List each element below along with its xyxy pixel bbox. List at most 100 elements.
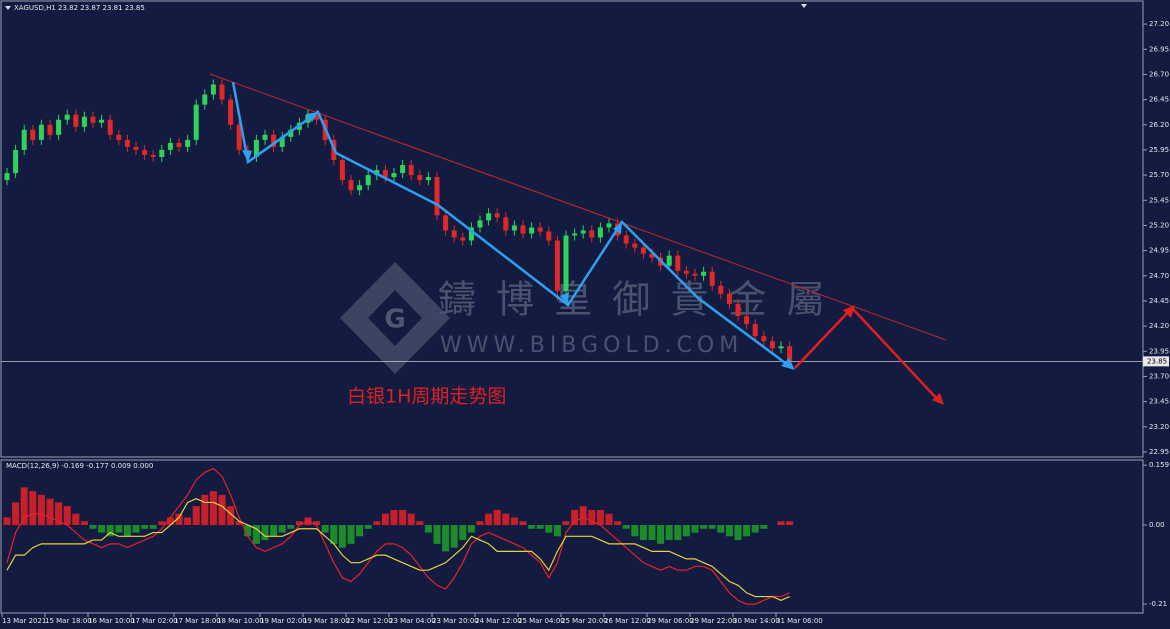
- histogram-bar: [665, 525, 673, 541]
- menu-icon: [5, 6, 11, 10]
- main-frame: [0, 0, 1144, 458]
- x-tick-label: 13 Mar 2021: [2, 617, 46, 625]
- bid-label: 23.85: [1147, 357, 1167, 365]
- x-tick-label: 25 Mar 04:00: [518, 617, 565, 625]
- histogram-bar: [373, 521, 381, 526]
- candle-body: [4, 173, 10, 181]
- candle-body: [589, 230, 595, 238]
- candle-body: [150, 154, 156, 157]
- histogram-bar: [459, 525, 467, 541]
- candle-body: [116, 134, 122, 140]
- histogram-bar: [622, 525, 630, 529]
- histogram-bar: [588, 509, 596, 526]
- histogram-bar: [571, 509, 579, 526]
- candle-body: [580, 230, 586, 234]
- candle-body: [47, 124, 53, 135]
- histogram-bar: [416, 521, 424, 526]
- candle-body: [339, 159, 345, 181]
- histogram-bar: [338, 525, 346, 548]
- histogram-bar: [536, 525, 544, 529]
- histogram-bar: [3, 517, 11, 526]
- candle-body: [107, 119, 113, 135]
- histogram-bar: [691, 525, 699, 533]
- histogram-bar: [674, 525, 682, 541]
- histogram-bar: [605, 513, 613, 526]
- y-tick-label: 24.70: [1149, 272, 1169, 280]
- histogram-bar: [751, 525, 759, 533]
- histogram-bar: [596, 509, 604, 526]
- arrow-head: [781, 358, 795, 370]
- histogram-bar: [390, 509, 398, 526]
- x-tick-label: 22 Mar 12:00: [346, 617, 393, 625]
- trend-line: [209, 73, 947, 341]
- candle-body: [288, 129, 294, 137]
- candle-body: [761, 336, 767, 342]
- candle-body: [30, 129, 36, 140]
- x-tick-label: 19 Mar 18:00: [303, 617, 350, 625]
- candle-body: [228, 99, 234, 125]
- histogram-bar: [184, 517, 192, 526]
- histogram-bar: [261, 525, 269, 541]
- y-tick-label: 24.20: [1149, 322, 1169, 330]
- histogram-bar: [614, 521, 622, 526]
- candle-body: [210, 84, 216, 95]
- histogram-bar: [450, 525, 458, 548]
- histogram-bar: [442, 525, 450, 552]
- histogram-bar: [115, 525, 123, 533]
- candle-body: [90, 116, 96, 123]
- x-tick-label: 16 Mar 10:00: [88, 617, 135, 625]
- histogram-bar: [192, 506, 200, 526]
- x-tick-label: 31 Mar 06:00: [776, 617, 823, 625]
- histogram-bar: [485, 513, 493, 526]
- x-tick-label: 29 Mar 06:00: [647, 617, 694, 625]
- histogram-bar: [356, 525, 364, 537]
- histogram-bar: [278, 525, 286, 533]
- histogram-bar: [347, 525, 355, 544]
- histogram-bar: [725, 525, 733, 537]
- histogram-bar: [639, 525, 647, 541]
- histogram-bar: [313, 521, 321, 526]
- histogram-bar: [295, 521, 303, 526]
- histogram-bar: [106, 525, 114, 537]
- candle-body: [649, 253, 655, 258]
- candle-body: [279, 136, 285, 147]
- candle-body: [683, 270, 689, 274]
- histogram-bar: [175, 513, 183, 526]
- y-tick-label: -0.21: [1149, 600, 1167, 608]
- candle-body: [365, 175, 371, 186]
- histogram-bar: [734, 525, 742, 541]
- candle-body: [675, 255, 681, 271]
- y-tick-label: 26.45: [1149, 96, 1169, 104]
- logo: [368, 290, 422, 346]
- histogram-bar: [158, 521, 166, 526]
- histogram-bar: [760, 525, 768, 529]
- candle-body: [382, 170, 388, 178]
- histogram-bar: [37, 494, 45, 526]
- arrow-head: [932, 393, 944, 405]
- candle-body: [640, 247, 646, 254]
- histogram-bar: [743, 525, 751, 537]
- candle-body: [73, 114, 79, 127]
- histogram-bar: [218, 494, 226, 526]
- y-tick-label: 24.45: [1149, 297, 1169, 305]
- candle-body: [391, 173, 397, 178]
- candle-body: [632, 243, 638, 248]
- histogram-bar: [141, 525, 149, 529]
- arrow-head: [613, 222, 622, 234]
- histogram-bar: [46, 498, 54, 526]
- candle-body: [701, 271, 707, 276]
- candle-body: [597, 227, 603, 238]
- histogram-bar: [364, 525, 372, 529]
- x-tick-label: 23 Mar 20:00: [432, 617, 479, 625]
- candle-body: [451, 230, 457, 238]
- macd-frame: [0, 459, 1144, 614]
- arrow-head: [560, 292, 569, 305]
- histogram-bar: [209, 491, 217, 526]
- y-tick-label: 26.95: [1149, 45, 1169, 53]
- histogram-bar: [424, 525, 432, 533]
- histogram-bar: [433, 525, 441, 544]
- candle-body: [563, 235, 569, 291]
- x-tick-label: 25 Mar 20:00: [561, 617, 608, 625]
- candle-body: [262, 134, 268, 140]
